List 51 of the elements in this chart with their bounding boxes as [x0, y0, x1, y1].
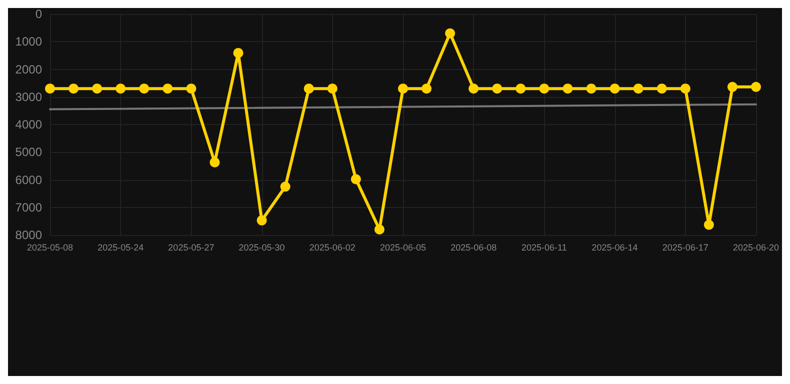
point — [680, 84, 690, 94]
y-tick-label: 7000 — [15, 200, 42, 214]
y-tick-label: 5000 — [15, 145, 42, 160]
point — [516, 84, 526, 94]
point — [256, 215, 267, 226]
point — [398, 84, 408, 94]
point — [727, 82, 738, 92]
x-tick-label: 2025-06-20 — [732, 242, 780, 252]
x-tick-label: 2025-05-08 — [26, 242, 74, 252]
x-tick-label: 2025-06-05 — [380, 242, 426, 252]
x-tick-label: 2025-06-08 — [450, 242, 497, 252]
point — [45, 84, 55, 94]
point — [210, 157, 220, 168]
x-tick-label: 2025-06-14 — [592, 242, 638, 252]
y-tick-label: 3000 — [15, 90, 42, 104]
x-tick-label: 2025-05-24 — [98, 242, 144, 252]
point — [445, 28, 456, 38]
y-tick-label: 4000 — [15, 118, 42, 132]
point — [92, 84, 102, 94]
point — [186, 84, 196, 94]
point — [586, 84, 596, 94]
point — [327, 84, 338, 94]
x-tick-label: 2025-05-27 — [168, 242, 214, 252]
point — [704, 220, 714, 230]
point — [162, 84, 173, 94]
point — [492, 84, 502, 94]
y-tick-label: 0 — [35, 7, 42, 21]
point — [610, 84, 620, 94]
point — [656, 84, 667, 94]
y-tick-label: 6000 — [15, 172, 42, 187]
point — [280, 182, 290, 192]
point — [750, 82, 761, 92]
x-tick-label: 2025-05-30 — [238, 242, 285, 252]
point — [139, 84, 150, 94]
point — [374, 224, 384, 234]
y-tick-label: 2000 — [15, 62, 42, 76]
point — [304, 84, 314, 94]
point — [68, 84, 79, 94]
point — [539, 84, 550, 94]
x-tick-label: 2025-06-11 — [522, 242, 567, 252]
x-tick-label: 2025-06-17 — [662, 242, 708, 252]
point — [468, 84, 479, 94]
point — [116, 84, 126, 94]
point — [422, 84, 432, 94]
y-tick-label: 8000 — [15, 228, 42, 242]
point — [562, 84, 573, 94]
y-tick-label: 1000 — [15, 34, 42, 49]
point — [350, 174, 361, 184]
point — [633, 84, 644, 94]
point — [233, 48, 244, 58]
x-tick-label: 2025-06-02 — [309, 242, 356, 252]
